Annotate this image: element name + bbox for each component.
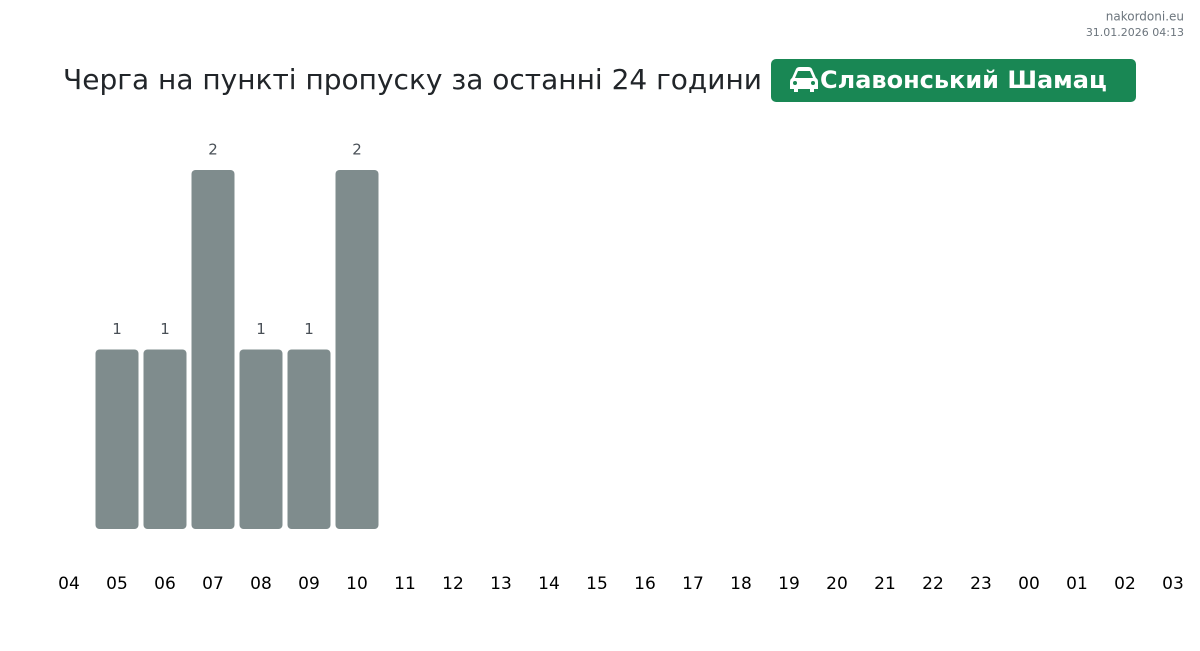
bar — [95, 349, 139, 529]
x-tick-label: 16 — [634, 574, 656, 594]
x-tick-label: 01 — [1066, 574, 1088, 594]
x-tick-label: 21 — [874, 574, 896, 594]
x-tick-label: 22 — [922, 574, 944, 594]
source: nakordoni.eu — [1106, 10, 1184, 24]
x-tick-label: 15 — [586, 574, 608, 594]
data-label: 1 — [304, 320, 314, 338]
bar — [239, 349, 283, 529]
bar — [191, 170, 235, 529]
x-tick-label: 03 — [1162, 574, 1184, 594]
chart-title: Черга на пункті пропуску за останні 24 г… — [63, 63, 762, 96]
x-tick-label: 14 — [538, 574, 560, 594]
x-tick-label: 11 — [394, 574, 416, 594]
x-tick-label: 17 — [682, 574, 704, 594]
x-tick-label: 13 — [490, 574, 512, 594]
badge-text: Славонський Шамац — [820, 66, 1107, 94]
x-tick-label: 05 — [106, 574, 128, 594]
data-label: 1 — [256, 320, 266, 338]
x-tick-label: 10 — [346, 574, 368, 594]
timestamp: 31.01.2026 04:13 — [1086, 26, 1184, 39]
x-tick-label: 18 — [730, 574, 752, 594]
x-tick-label: 23 — [970, 574, 992, 594]
data-label: 1 — [112, 320, 122, 338]
x-tick-label: 19 — [778, 574, 800, 594]
x-tick-label: 09 — [298, 574, 320, 594]
bar — [335, 170, 379, 529]
car-icon — [790, 67, 818, 92]
x-tick-label: 02 — [1114, 574, 1136, 594]
x-tick-label: 08 — [250, 574, 272, 594]
x-tick-label: 20 — [826, 574, 848, 594]
badge — [771, 59, 1136, 102]
x-tick-label: 12 — [442, 574, 464, 594]
data-label: 1 — [160, 320, 170, 338]
x-tick-label: 07 — [202, 574, 224, 594]
data-label: 2 — [352, 141, 362, 159]
x-tick-label: 04 — [58, 574, 80, 594]
data-label: 2 — [208, 141, 218, 159]
x-tick-label: 00 — [1018, 574, 1040, 594]
bar — [287, 349, 331, 529]
x-tick-label: 06 — [154, 574, 176, 594]
bar — [143, 349, 187, 529]
